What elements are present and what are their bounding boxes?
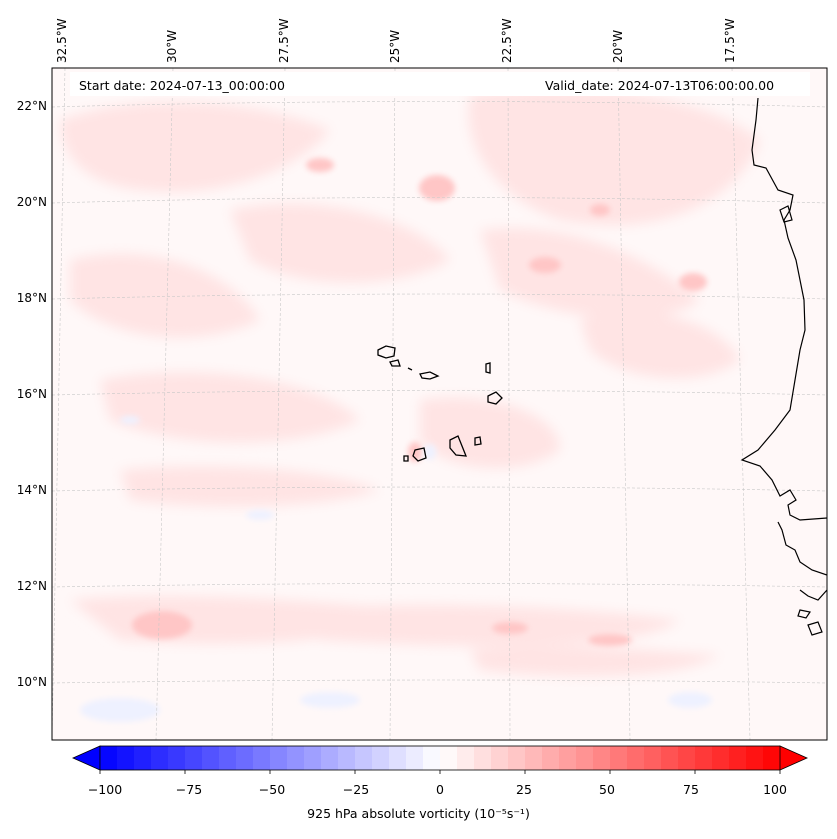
lon-label-17-5w: 17.5°W — [723, 18, 737, 63]
colorbar-step — [661, 746, 679, 770]
colorbar-tick-label: −25 — [342, 782, 370, 797]
colorbar-step — [219, 746, 237, 770]
colorbar-step — [559, 746, 577, 770]
colorbar — [72, 745, 808, 774]
colorbar-step — [610, 746, 628, 770]
colorbar-extend-max — [779, 745, 808, 771]
colorbar-step — [440, 746, 458, 770]
map-frame — [51, 67, 828, 741]
colorbar-step — [542, 746, 560, 770]
colorbar-step — [695, 746, 713, 770]
colorbar-step — [763, 746, 781, 770]
colorbar-tick-label: −100 — [87, 782, 123, 797]
colorbar-tick-label: −75 — [175, 782, 203, 797]
colorbar-step — [304, 746, 322, 770]
colorbar-step — [457, 746, 475, 770]
colorbar-extend-min — [72, 745, 101, 771]
header-strip — [70, 72, 810, 96]
colorbar-step — [168, 746, 186, 770]
colorbar-step — [117, 746, 135, 770]
colorbar-step — [389, 746, 407, 770]
colorbar-step — [355, 746, 373, 770]
colorbar-tick-label: 50 — [599, 782, 615, 797]
colorbar-step — [627, 746, 645, 770]
colorbar-step — [100, 746, 118, 770]
colorbar-step — [253, 746, 271, 770]
lat-label-10n: 10°N — [16, 675, 47, 689]
lon-label-25w: 25°W — [388, 29, 402, 63]
colorbar-step — [593, 746, 611, 770]
colorbar-step — [729, 746, 747, 770]
colorbar-label: 925 hPa absolute vorticity (10⁻⁵s⁻¹) — [307, 806, 530, 821]
colorbar-step — [287, 746, 305, 770]
colorbar-step — [746, 746, 764, 770]
colorbar-step — [474, 746, 492, 770]
valid-date-label: Valid_date: 2024-07-13T06:00:00.00 — [545, 78, 775, 93]
colorbar-step — [644, 746, 662, 770]
lat-label-20n: 20°N — [16, 195, 47, 209]
colorbar-step — [236, 746, 254, 770]
colorbar-step — [202, 746, 220, 770]
lon-label-27-5w: 27.5°W — [277, 18, 291, 63]
colorbar-step — [576, 746, 594, 770]
colorbar-step — [134, 746, 152, 770]
colorbar-step — [712, 746, 730, 770]
cape-verde-islands — [377, 345, 503, 462]
lon-label-20w: 20°W — [611, 29, 625, 63]
colorbar-step — [338, 746, 356, 770]
lat-label-12n: 12°N — [16, 579, 47, 593]
lon-label-22-5w: 22.5°W — [500, 18, 514, 63]
colorbar-step — [406, 746, 424, 770]
coastline — [740, 97, 827, 636]
colorbar-step — [678, 746, 696, 770]
colorbar-step — [525, 746, 543, 770]
colorbar-step — [372, 746, 390, 770]
colorbar-tick-label: 25 — [516, 782, 532, 797]
lon-label-32-5w: 32.5°W — [55, 18, 69, 63]
colorbar-step — [423, 746, 441, 770]
lat-label-22n: 22°N — [16, 99, 47, 113]
lat-label-14n: 14°N — [16, 483, 47, 497]
lat-label-18n: 18°N — [16, 291, 47, 305]
vorticity-field — [52, 68, 827, 740]
colorbar-tick-label: 75 — [683, 782, 699, 797]
colorbar-step — [270, 746, 288, 770]
colorbar-tick-label: 0 — [436, 782, 444, 797]
lat-label-16n: 16°N — [16, 387, 47, 401]
colorbar-step — [185, 746, 203, 770]
colorbar-tick-label: −50 — [258, 782, 286, 797]
gridlines — [52, 68, 827, 740]
lon-label-30w: 30°W — [165, 29, 179, 63]
colorbar-tick-label: 100 — [763, 782, 787, 797]
colorbar-step — [321, 746, 339, 770]
colorbar-step — [508, 746, 526, 770]
colorbar-step — [151, 746, 169, 770]
start-date-label: Start date: 2024-07-13_00:00:00 — [79, 78, 285, 93]
colorbar-step — [491, 746, 509, 770]
